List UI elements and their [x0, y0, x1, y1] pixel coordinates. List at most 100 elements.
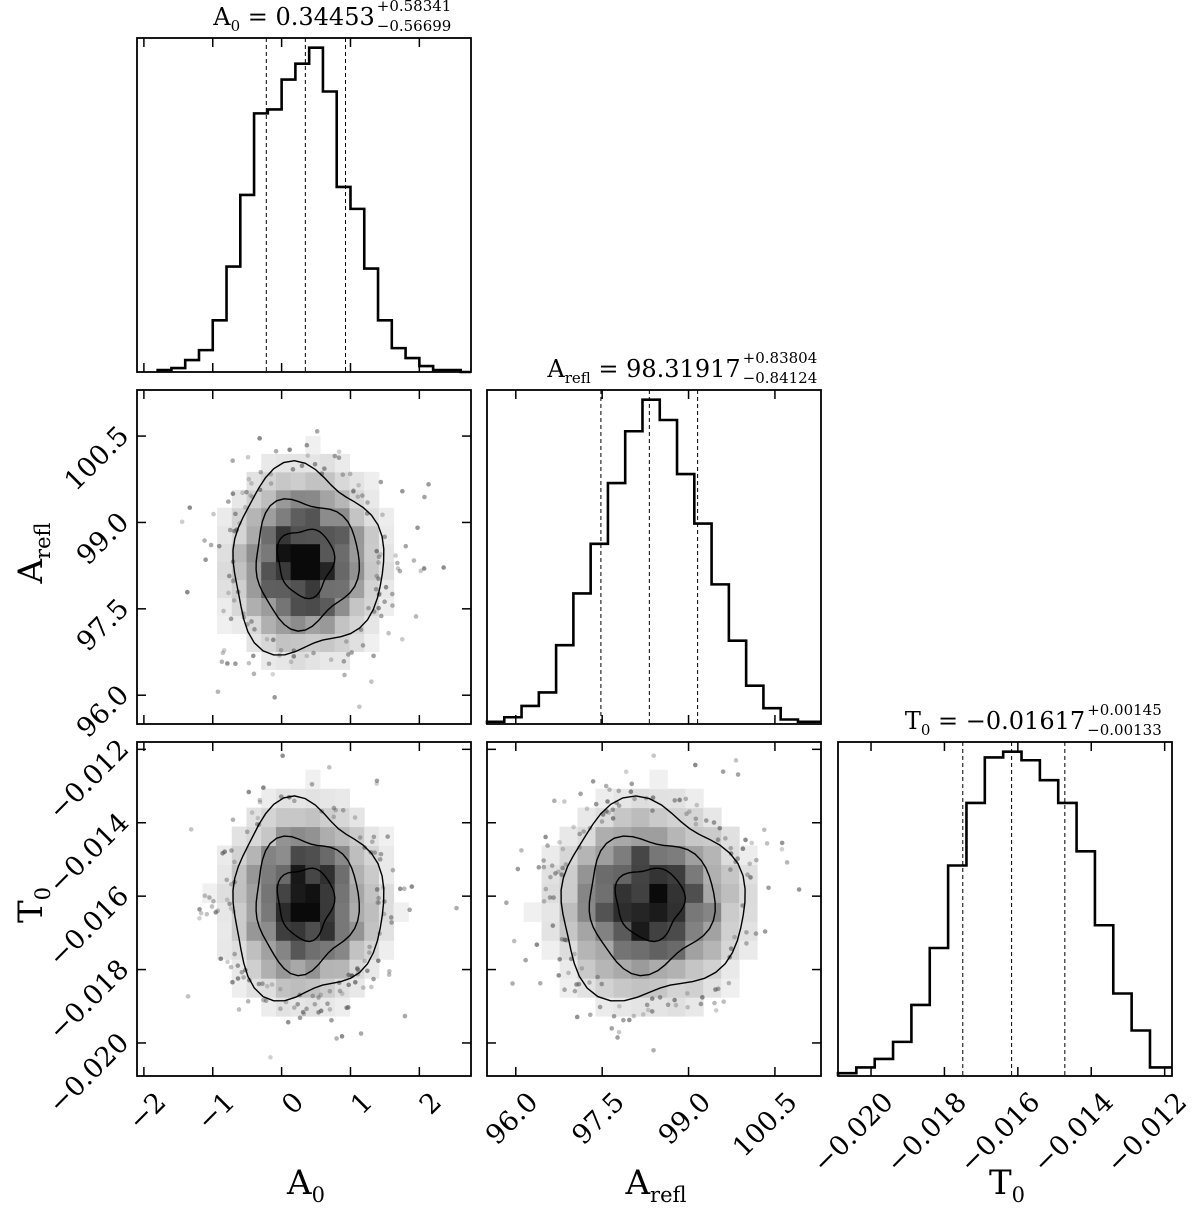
- scatter-point: [325, 1001, 330, 1007]
- scatter-point: [230, 458, 236, 463]
- scatter-point: [378, 613, 384, 619]
- density-cell: [364, 615, 380, 634]
- scatter-point: [365, 500, 370, 505]
- scatter-point: [693, 821, 699, 827]
- density-cell: [305, 902, 321, 922]
- scatter-point: [333, 807, 339, 813]
- density-cell: [364, 633, 380, 652]
- density-cell: [595, 959, 614, 979]
- x-axis-label-T0: T0: [989, 1163, 1025, 1207]
- hist-bar: [282, 80, 296, 372]
- scatter-point: [227, 901, 232, 907]
- x-tick-label: 99.0: [653, 1087, 717, 1151]
- scatter-point: [203, 557, 208, 563]
- scatter-point: [779, 840, 785, 846]
- scatter-point: [244, 829, 250, 835]
- scatter-point: [371, 834, 377, 840]
- hist-step-line: [836, 750, 1172, 1076]
- scatter-point: [684, 811, 689, 817]
- hist-step-line: [485, 398, 821, 724]
- scatter-point: [278, 647, 284, 653]
- x-tick-label: −0.014: [1027, 1087, 1120, 1180]
- density-cell: [275, 845, 292, 865]
- density-cell: [667, 826, 686, 847]
- scatter-point: [327, 988, 333, 994]
- y-tick-label: −0.016: [43, 880, 136, 973]
- scatter-point: [268, 1055, 273, 1060]
- scatter-point: [236, 1007, 242, 1012]
- density-cell: [231, 921, 247, 941]
- scatter-point: [360, 643, 366, 648]
- scatter-point: [336, 455, 342, 461]
- density-cell: [334, 845, 350, 865]
- density-cell: [613, 940, 632, 960]
- scatter-point: [376, 900, 382, 905]
- axis-ticks: [515, 390, 776, 724]
- density-cell: [667, 902, 686, 922]
- scatter-point: [732, 934, 737, 940]
- density-cell: [364, 489, 380, 509]
- scatter-point: [651, 753, 656, 758]
- scatter-point: [378, 552, 383, 557]
- scatter-point: [331, 805, 337, 811]
- hist-bar: [746, 686, 763, 724]
- density-cell: [721, 921, 740, 941]
- scatter-point: [407, 907, 412, 913]
- density-cell: [305, 769, 321, 790]
- y-tick-label: −0.020: [43, 1027, 136, 1120]
- scatter-point: [693, 816, 699, 822]
- scatter-point: [382, 899, 387, 904]
- hist-bar: [608, 483, 625, 724]
- hist-bar: [763, 708, 780, 724]
- hist-bar: [539, 692, 556, 724]
- scatter-point: [349, 650, 354, 655]
- title-error-plus: +0.83804: [743, 349, 818, 367]
- scatter-point: [550, 923, 556, 928]
- density-cell: [667, 864, 686, 884]
- scatter-point: [692, 762, 698, 768]
- panel-title-Arefl: Arefl = 98.31917: [546, 355, 740, 387]
- scatter-point: [574, 1014, 580, 1020]
- scatter-point: [258, 469, 264, 475]
- density-cell: [364, 883, 380, 903]
- density-cell: [275, 543, 292, 563]
- scatter-point: [560, 846, 566, 852]
- scatter-point: [278, 986, 283, 992]
- hist-bar: [966, 803, 984, 1076]
- density-cell: [275, 561, 292, 581]
- scatter-point: [233, 661, 238, 666]
- density-cell: [631, 997, 650, 1017]
- density-cell: [305, 507, 321, 527]
- density-cell: [231, 864, 247, 884]
- density-cell: [349, 902, 365, 922]
- scatter-point: [257, 797, 263, 803]
- density-cell: [703, 978, 722, 998]
- density-cell: [559, 826, 579, 847]
- density-cell: [290, 826, 306, 847]
- density-cell: [320, 997, 336, 1017]
- scatter-point: [649, 996, 655, 1001]
- density-cell: [320, 507, 336, 527]
- density-cell: [739, 921, 758, 941]
- density-cell: [305, 543, 321, 563]
- scatter-point: [260, 981, 265, 987]
- axis-ticks: −0.020−0.018−0.016−0.014−0.012: [807, 742, 1193, 1179]
- density-cell: [275, 978, 292, 998]
- scatter-panel-A0-Arefl: [136, 389, 472, 725]
- density-cell: [631, 807, 650, 828]
- density-cell: [320, 489, 336, 509]
- density-cell: [541, 902, 561, 922]
- scatter-point: [728, 946, 734, 951]
- density-cell: [364, 579, 380, 599]
- density-cell: [305, 826, 321, 847]
- scatter-point: [627, 1017, 632, 1023]
- density-cell: [613, 921, 632, 941]
- x-tick-label: −2: [122, 1087, 172, 1137]
- scatter-point: [683, 796, 689, 802]
- scatter-point: [345, 652, 351, 657]
- density-cell: [364, 561, 380, 581]
- density-cell: [667, 940, 686, 960]
- scatter-point: [399, 636, 405, 642]
- density-cell: [721, 883, 740, 903]
- density-cell: [649, 921, 668, 941]
